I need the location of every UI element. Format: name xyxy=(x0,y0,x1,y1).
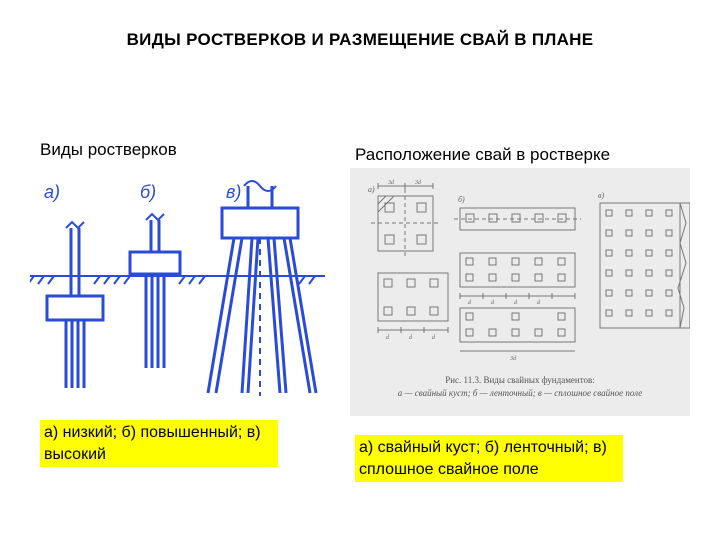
right-label-c: в) xyxy=(598,191,604,200)
label-b: б) xyxy=(140,182,156,202)
left-subtitle: Виды ростверков xyxy=(40,140,177,160)
page-title: ВИДЫ РОСТВЕРКОВ И РАЗМЕЩЕНИЕ СВАЙ В ПЛАН… xyxy=(0,30,720,50)
right-caption: а) свайный куст; б) ленточный; в) сплошн… xyxy=(355,435,623,482)
right-subtitle: Расположение свай в ростверке xyxy=(355,145,610,165)
svg-text:3d: 3d xyxy=(509,356,517,362)
svg-text:3d: 3d xyxy=(414,180,422,186)
right-diagram-svg: 3d 3d d d d xyxy=(350,168,690,416)
label-c: в) xyxy=(226,182,241,202)
slide-page: ВИДЫ РОСТВЕРКОВ И РАЗМЕЩЕНИЕ СВАЙ В ПЛАН… xyxy=(0,0,720,540)
sketch-variant-c xyxy=(208,181,316,396)
left-figure: а) б) в) xyxy=(30,168,325,396)
svg-text:3d: 3d xyxy=(387,180,395,186)
left-caption: а) низкий; б) повышенный; в) высокий xyxy=(40,420,278,467)
sketch-variant-a xyxy=(47,222,103,388)
fig-title: Рис. 11.3. Виды свайных фундаментов: xyxy=(445,375,595,385)
right-label-b: б) xyxy=(458,195,465,204)
right-label-a: а) xyxy=(368,185,375,194)
sketch-variant-b xyxy=(130,214,180,368)
label-a: а) xyxy=(44,182,60,202)
left-sketch-svg: а) б) в) xyxy=(30,168,325,396)
right-figure: 3d 3d d d d xyxy=(350,168,690,416)
fig-legend: а — свайный куст; б — ленточный; в — спл… xyxy=(398,388,643,398)
